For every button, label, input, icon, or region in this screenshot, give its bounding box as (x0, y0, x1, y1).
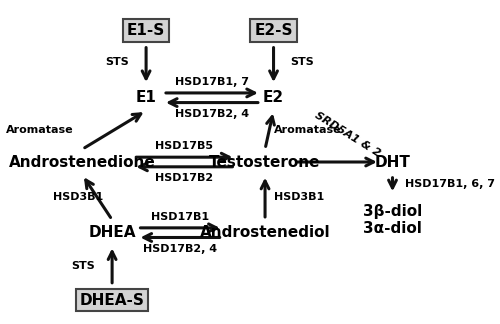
Text: HSD17B1: HSD17B1 (151, 212, 209, 222)
Text: DHT: DHT (374, 155, 410, 169)
Text: HSD17B5: HSD17B5 (156, 141, 214, 151)
Text: STS: STS (106, 57, 129, 67)
Text: DHEA: DHEA (88, 225, 136, 240)
Text: Androstenedione: Androstenedione (9, 155, 156, 169)
Text: 3β-diol
3α-diol: 3β-diol 3α-diol (363, 203, 422, 236)
Text: HSD17B1, 6, 7: HSD17B1, 6, 7 (405, 179, 495, 190)
Text: E2: E2 (263, 90, 284, 105)
Text: HSD17B2: HSD17B2 (156, 173, 214, 183)
Text: HSD17B2, 4: HSD17B2, 4 (143, 244, 217, 254)
Text: Aromatase: Aromatase (6, 125, 74, 135)
Text: SRD5A1 & 2: SRD5A1 & 2 (314, 110, 382, 159)
Text: Aromatase: Aromatase (274, 125, 341, 135)
Text: E1-S: E1-S (127, 23, 165, 38)
Text: HSD17B2, 4: HSD17B2, 4 (175, 109, 249, 119)
Text: E2-S: E2-S (254, 23, 293, 38)
Text: HSD3B1: HSD3B1 (274, 192, 324, 202)
Text: STS: STS (290, 57, 314, 67)
Text: E1: E1 (136, 90, 156, 105)
Text: STS: STS (72, 261, 95, 272)
Text: Testosterone: Testosterone (210, 155, 321, 169)
Text: Androstenediol: Androstenediol (200, 225, 330, 240)
Text: HSD17B1, 7: HSD17B1, 7 (175, 77, 249, 87)
Text: DHEA-S: DHEA-S (80, 293, 144, 307)
Text: HSD3B1: HSD3B1 (54, 192, 104, 202)
